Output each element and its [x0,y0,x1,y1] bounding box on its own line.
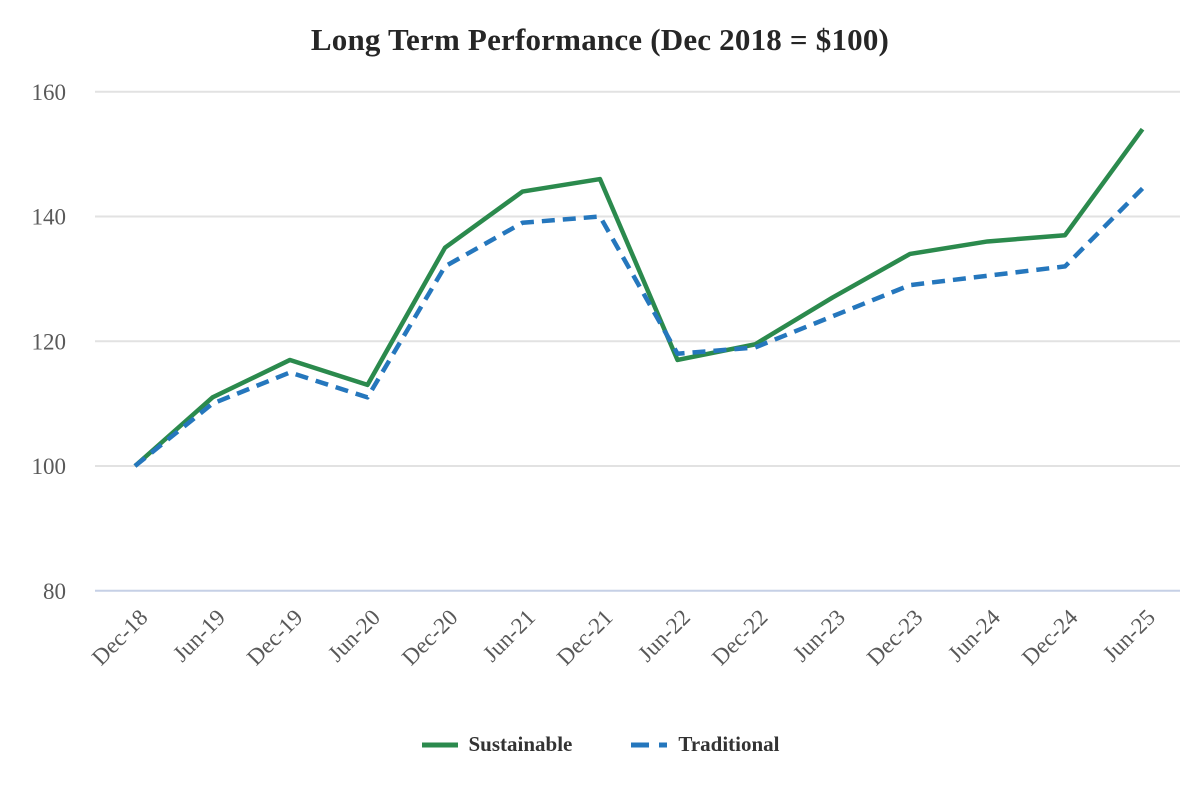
traditional-line [133,186,1145,468]
legend-label-sustainable: Sustainable [468,732,573,756]
y-tick-label: 80 [43,579,66,604]
x-tick-label: Dec-18 [87,605,153,671]
traditional-line-swatch-icon [631,742,668,747]
legend-item-traditional: Traditional [630,732,780,757]
legend-item-sustainable: Sustainable [421,732,573,757]
y-tick-label: 100 [32,454,67,479]
y-tick-label: 160 [32,80,67,105]
x-tick-label: Dec-24 [1017,604,1083,670]
x-tick-label: Dec-19 [242,605,308,671]
legend-label-traditional: Traditional [678,732,780,756]
x-tick-label: Jun-22 [633,605,695,667]
sustainable-line [133,127,1145,468]
x-tick-label: Jun-20 [323,605,385,667]
x-tick-label: Jun-19 [168,605,230,667]
x-tick-label: Dec-20 [397,605,463,671]
x-tick-label: Jun-25 [1098,605,1160,667]
x-tick-label: Jun-24 [943,604,1005,666]
x-tick-label: Dec-23 [862,605,928,671]
chart-title: Long Term Performance (Dec 2018 = $100) [310,22,890,57]
y-tick-label: 120 [32,329,67,354]
x-tick-label: Jun-23 [788,605,850,667]
x-tick-label: Dec-22 [707,605,773,671]
sustainable-line-swatch-icon [421,742,458,747]
x-tick-label: Dec-21 [552,605,618,671]
y-tick-label: 140 [32,205,67,230]
legend: Sustainable Traditional [0,732,1200,757]
x-tick-label: Jun-21 [478,605,540,667]
